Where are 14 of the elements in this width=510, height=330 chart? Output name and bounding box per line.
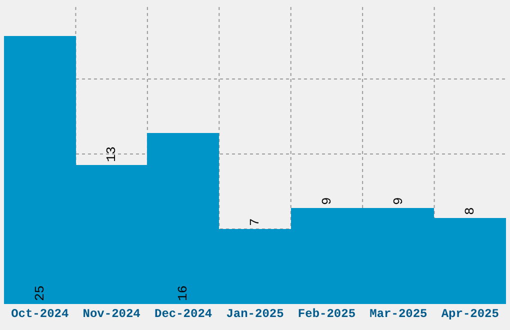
x-tick-label: Mar-2025 [370,307,428,321]
data-label: 7 [248,218,262,226]
data-label: 9 [320,197,334,205]
x-tick-label: Feb-2025 [298,307,356,321]
data-label: 25 [32,285,48,301]
x-tick-label: Nov-2024 [82,307,140,321]
x-tick-label: Dec-2024 [154,307,212,321]
data-label: 9 [391,197,406,205]
x-tick-label: Jan-2025 [226,307,284,321]
data-label: 8 [462,207,478,215]
data-label: 13 [104,146,119,162]
data-label: 16 [176,285,190,301]
x-tick-label: Apr-2025 [441,307,499,321]
x-tick-label: Oct-2024 [11,307,69,321]
